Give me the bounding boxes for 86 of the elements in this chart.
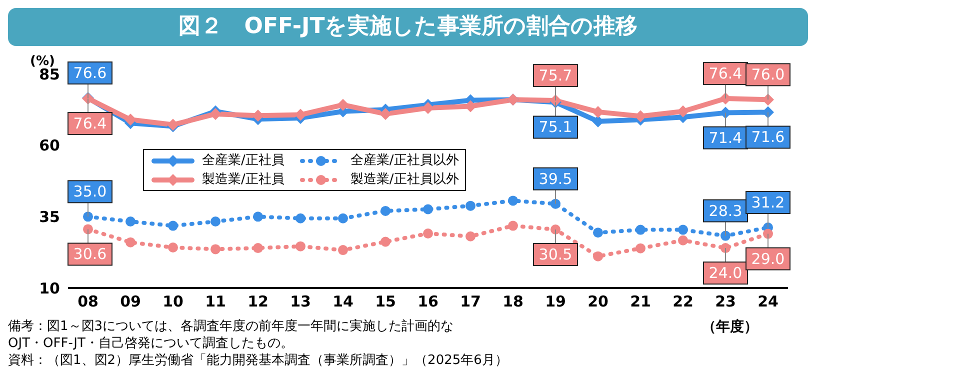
point bbox=[678, 224, 688, 235]
point bbox=[636, 243, 646, 254]
x-tick-label: 11 bbox=[205, 292, 226, 311]
point bbox=[466, 200, 476, 211]
point bbox=[423, 228, 433, 238]
x-tick-label: 10 bbox=[162, 292, 184, 311]
point bbox=[550, 198, 560, 209]
point bbox=[338, 245, 348, 256]
y-tick-label: 10 bbox=[39, 279, 60, 298]
y-tick-label: 35 bbox=[39, 208, 60, 226]
data-label: 24.0 bbox=[708, 264, 742, 282]
point bbox=[296, 213, 306, 224]
y-tick-label: 60 bbox=[39, 136, 60, 155]
point bbox=[337, 98, 349, 111]
point bbox=[126, 237, 136, 248]
point bbox=[296, 241, 306, 252]
point bbox=[593, 228, 603, 238]
data-label: 75.1 bbox=[538, 118, 572, 136]
data-label: 71.6 bbox=[751, 128, 785, 146]
x-tick-label: 18 bbox=[502, 292, 524, 311]
x-tick-label: 24 bbox=[758, 292, 778, 311]
point bbox=[338, 213, 348, 224]
data-label: 76.0 bbox=[751, 66, 785, 84]
point bbox=[253, 243, 263, 254]
point bbox=[508, 220, 518, 231]
point bbox=[593, 251, 603, 262]
x-tick-label: 20 bbox=[588, 292, 608, 311]
point bbox=[83, 212, 93, 222]
data-label: 28.3 bbox=[708, 202, 742, 220]
point bbox=[210, 108, 222, 120]
x-tick-label: 09 bbox=[120, 292, 141, 311]
data-label: 30.5 bbox=[538, 246, 572, 264]
point bbox=[636, 224, 646, 235]
data-label: 71.4 bbox=[708, 128, 742, 147]
point bbox=[466, 231, 476, 242]
data-label: 39.5 bbox=[538, 170, 572, 188]
point bbox=[678, 235, 688, 246]
text: 備考：図1～図3については、各調査年度の前年度一年間に実施した計画的な OJT・OFF-JT・自己啓発について調査したもの。 bbox=[8, 319, 454, 351]
data-label: 76.4 bbox=[708, 64, 742, 83]
point bbox=[720, 230, 730, 241]
point bbox=[124, 114, 136, 126]
point bbox=[763, 228, 773, 239]
legend-label: 製造業/正社員以外 bbox=[350, 171, 459, 189]
x-tick-label: 14 bbox=[332, 292, 354, 311]
y-axis-title: (%) bbox=[30, 54, 55, 69]
x-tick-label: 12 bbox=[248, 292, 268, 311]
data-label: 76.4 bbox=[73, 114, 107, 133]
point bbox=[380, 206, 390, 216]
data-label: 29.0 bbox=[751, 250, 785, 268]
point bbox=[294, 108, 306, 121]
data-label: 30.6 bbox=[73, 245, 107, 264]
x-tick-label: 17 bbox=[460, 292, 481, 311]
text: 資料：（図1、図2）厚生労働省「能力開発基本調査（事業所調査）」（2025年6月） bbox=[8, 352, 509, 369]
point bbox=[168, 242, 178, 252]
point bbox=[210, 216, 220, 227]
x-tick-label: 22 bbox=[672, 292, 694, 311]
data-label: 75.7 bbox=[538, 66, 572, 85]
x-axis-title: （年度） bbox=[702, 318, 758, 336]
x-tick-label: 08 bbox=[78, 292, 98, 311]
chart-title: 図２ OFF-JTを実施した事業所の割合の推移 bbox=[8, 8, 808, 46]
point bbox=[422, 102, 434, 114]
point bbox=[253, 212, 263, 222]
point bbox=[126, 216, 136, 227]
legend-label: 全産業/正社員以外 bbox=[350, 152, 459, 170]
x-tick-label: 21 bbox=[630, 292, 651, 311]
x-tick-label: 16 bbox=[418, 292, 438, 311]
data-label: 31.2 bbox=[751, 194, 785, 212]
data-label: 76.6 bbox=[73, 64, 107, 82]
point bbox=[83, 224, 93, 234]
point bbox=[550, 224, 560, 235]
point bbox=[380, 108, 392, 120]
point bbox=[168, 220, 178, 231]
point bbox=[720, 243, 730, 254]
point bbox=[210, 244, 220, 254]
x-tick-label: 13 bbox=[290, 292, 311, 311]
point bbox=[634, 110, 646, 122]
x-tick-label: 19 bbox=[545, 292, 566, 311]
x-tick-label: 15 bbox=[375, 292, 396, 311]
data-label: 35.0 bbox=[73, 182, 107, 201]
x-tick-label: 23 bbox=[715, 292, 736, 311]
point bbox=[423, 204, 433, 214]
legend-label: 全産業/正社員 bbox=[202, 152, 284, 170]
point bbox=[252, 110, 264, 122]
point bbox=[380, 236, 390, 247]
legend-label: 製造業/正社員 bbox=[202, 171, 284, 189]
point bbox=[508, 196, 518, 206]
